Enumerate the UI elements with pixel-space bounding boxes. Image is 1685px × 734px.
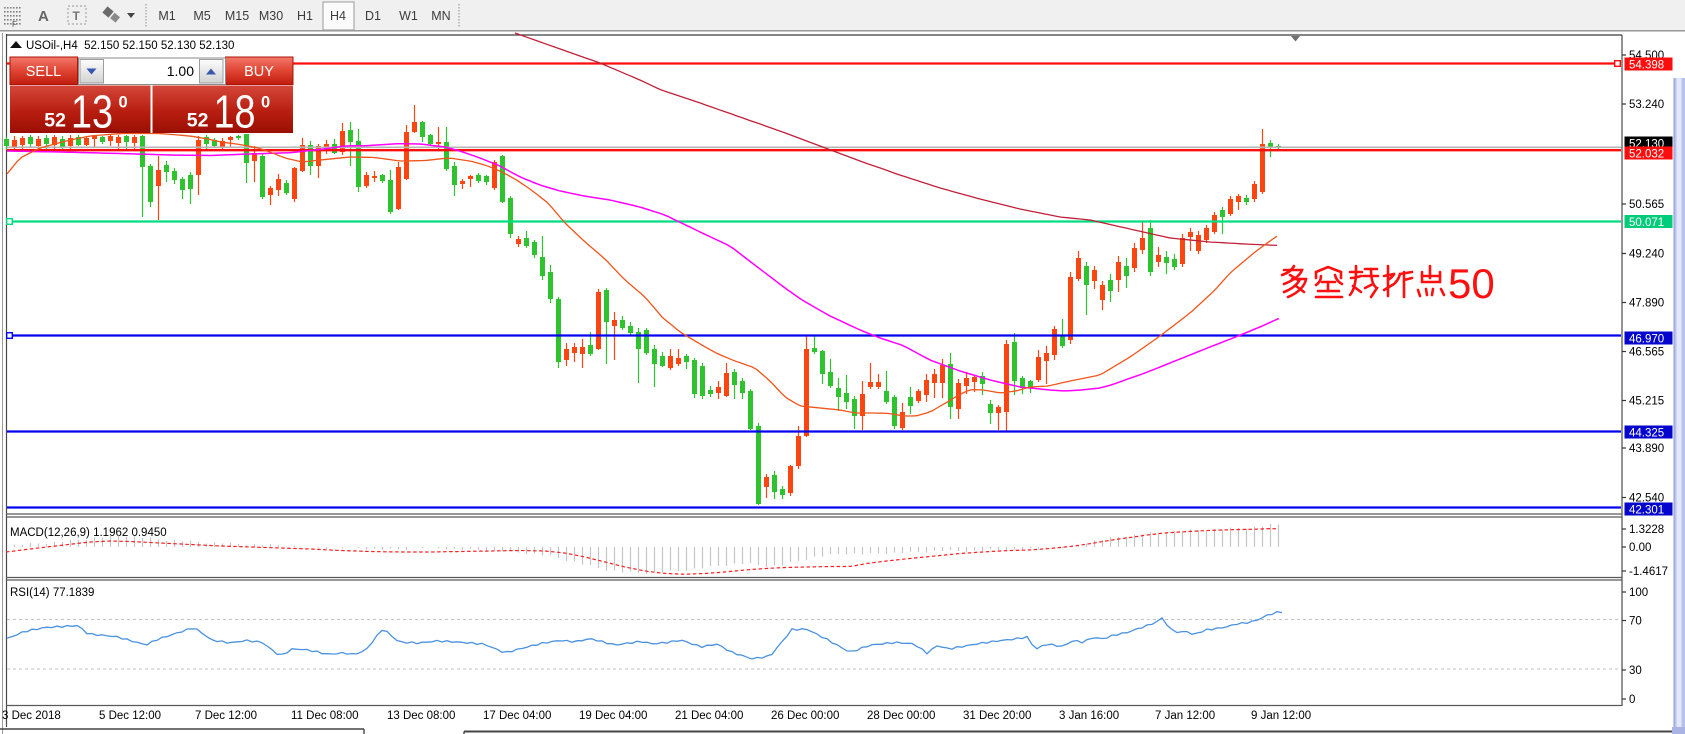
- svg-text:H1: H1: [297, 9, 313, 23]
- svg-text:50: 50: [1448, 260, 1495, 307]
- svg-text:46.970: 46.970: [1629, 334, 1664, 346]
- svg-text:50.565: 50.565: [1629, 199, 1664, 211]
- svg-text:D1: D1: [365, 9, 381, 23]
- svg-text:21 Dec 04:00: 21 Dec 04:00: [675, 710, 743, 722]
- svg-text:7 Dec 12:00: 7 Dec 12:00: [195, 710, 257, 722]
- svg-text:0: 0: [261, 94, 270, 112]
- svg-text:M1: M1: [158, 9, 175, 23]
- svg-text:0: 0: [119, 94, 128, 112]
- svg-text:-1.4617: -1.4617: [1629, 566, 1668, 578]
- svg-text:W1: W1: [399, 9, 418, 23]
- svg-text:M5: M5: [193, 9, 210, 23]
- svg-text:100: 100: [1629, 587, 1648, 599]
- svg-text:52.032: 52.032: [1629, 149, 1664, 161]
- svg-text:50.071: 50.071: [1629, 217, 1664, 229]
- svg-text:7 Jan 12:00: 7 Jan 12:00: [1155, 710, 1215, 722]
- svg-text:31 Dec 20:00: 31 Dec 20:00: [963, 710, 1031, 722]
- svg-text:53.240: 53.240: [1629, 99, 1664, 111]
- svg-text:17 Dec 04:00: 17 Dec 04:00: [483, 710, 551, 722]
- svg-text:54.398: 54.398: [1629, 60, 1664, 72]
- svg-text:MACD(12,26,9) 1.1962 0.9450: MACD(12,26,9) 1.1962 0.9450: [10, 527, 167, 539]
- svg-text:RSI(14) 77.1839: RSI(14) 77.1839: [10, 587, 94, 599]
- svg-text:5 Dec 12:00: 5 Dec 12:00: [99, 710, 161, 722]
- svg-text:52: 52: [44, 110, 66, 132]
- svg-text:28 Dec 00:00: 28 Dec 00:00: [867, 710, 935, 722]
- svg-text:1.00: 1.00: [167, 63, 194, 79]
- svg-text:49.240: 49.240: [1629, 249, 1664, 261]
- svg-text:BUY: BUY: [244, 64, 274, 80]
- svg-text:T: T: [73, 9, 81, 23]
- svg-text:USOil-,H4 52.150 52.150 52.13: USOil-,H4 52.150 52.150 52.130 52.130: [26, 40, 234, 52]
- svg-text:45.215: 45.215: [1629, 396, 1664, 408]
- svg-text:M30: M30: [259, 9, 283, 23]
- svg-text:A: A: [38, 8, 49, 25]
- svg-text:3 Jan 16:00: 3 Jan 16:00: [1059, 710, 1119, 722]
- svg-text:MN: MN: [431, 9, 450, 23]
- svg-text:H4: H4: [330, 9, 346, 23]
- svg-text:47.890: 47.890: [1629, 298, 1664, 310]
- svg-text:42.301: 42.301: [1629, 505, 1664, 517]
- svg-text:26 Dec 00:00: 26 Dec 00:00: [771, 710, 839, 722]
- svg-text:0.00: 0.00: [1629, 542, 1651, 554]
- svg-text:30: 30: [1629, 665, 1642, 677]
- svg-text:44.325: 44.325: [1629, 428, 1664, 440]
- svg-text:M15: M15: [225, 9, 249, 23]
- svg-text:3 Dec 2018: 3 Dec 2018: [2, 710, 61, 722]
- svg-text:42.540: 42.540: [1629, 493, 1664, 505]
- svg-text:F: F: [12, 20, 17, 29]
- svg-text:11 Dec 08:00: 11 Dec 08:00: [291, 710, 359, 722]
- svg-text:43.890: 43.890: [1629, 443, 1664, 455]
- svg-text:18: 18: [214, 86, 256, 138]
- svg-text:46.565: 46.565: [1629, 347, 1664, 359]
- svg-text:0: 0: [1629, 694, 1635, 706]
- svg-text:9 Jan 12:00: 9 Jan 12:00: [1251, 710, 1311, 722]
- svg-text:19 Dec 04:00: 19 Dec 04:00: [579, 710, 647, 722]
- svg-text:13: 13: [71, 86, 113, 138]
- svg-text:52: 52: [187, 110, 209, 132]
- svg-text:SELL: SELL: [26, 64, 61, 80]
- svg-text:70: 70: [1629, 616, 1642, 628]
- svg-text:1.3228: 1.3228: [1629, 524, 1664, 536]
- svg-text:13 Dec 08:00: 13 Dec 08:00: [387, 710, 455, 722]
